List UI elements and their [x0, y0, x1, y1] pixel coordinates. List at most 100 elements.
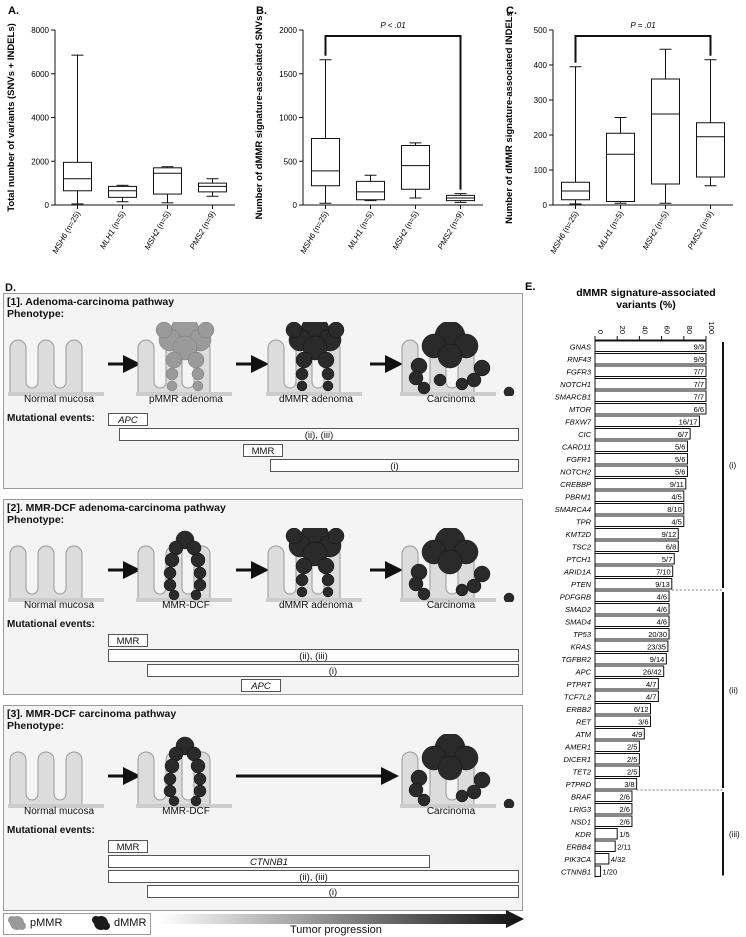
cells-carcinoma: [408, 734, 515, 808]
data-label: 4/32: [611, 855, 626, 864]
pathway-section-3: [3]. MMR-DCF carcinoma pathway Phenotype…: [3, 705, 523, 911]
gene-label: FGFR3: [566, 368, 591, 377]
bar: [594, 565, 674, 577]
data-label: 5/6: [675, 468, 685, 477]
bar: [594, 515, 685, 527]
bar: [594, 703, 651, 715]
x-tick-label: 40: [640, 326, 649, 334]
cells-carcinoma: [408, 528, 515, 602]
iqr-box: [606, 132, 635, 202]
data-label: 9/9: [694, 355, 704, 364]
bar: [594, 490, 685, 502]
bar: [594, 378, 707, 390]
y-tick-label: 0: [45, 201, 50, 210]
chart-title: dMMR signature-associated: [576, 287, 715, 299]
bar: [594, 765, 640, 777]
gene-label: APC: [575, 668, 592, 677]
data-label: 2/11: [617, 843, 631, 852]
p-value-label: P = .01: [630, 21, 655, 30]
y-tick-label: 2000: [279, 26, 297, 35]
iqr-box: [651, 78, 680, 185]
stage-label: Normal mucosa: [23, 394, 95, 405]
bar: [594, 690, 659, 702]
x-tick-label: 0: [596, 330, 605, 334]
data-label: 20/30: [648, 630, 667, 639]
x-tick-label: MLH1 (n=5): [596, 209, 625, 251]
gene-label: TP53: [573, 630, 592, 639]
bar: [594, 553, 675, 565]
cells-mmr-dcf: [163, 736, 207, 807]
gene-label: SMARCB1: [555, 393, 591, 402]
bar: [594, 528, 679, 540]
crypt-normal: [7, 751, 105, 808]
bar: [594, 753, 640, 765]
data-label: 2/5: [627, 768, 637, 777]
significance-bracket: [574, 35, 712, 63]
x-tick-label: 80: [685, 326, 694, 334]
data-label: 7/7: [694, 393, 704, 402]
bar: [594, 828, 618, 840]
panel-c-boxplot: C.Number of dMMR signature-associated IN…: [504, 5, 733, 255]
data-label: 4/6: [657, 605, 667, 614]
bar: [594, 778, 638, 790]
bar: [594, 365, 707, 377]
gene-label: PIK3CA: [564, 855, 591, 864]
crypt-normal: [7, 339, 105, 396]
bar: [594, 428, 691, 440]
data-label: 4/7: [646, 693, 656, 702]
gene-label: CTNNB1: [561, 868, 591, 877]
event-ii-iii: (ii), (iii): [119, 428, 519, 441]
bar: [594, 440, 688, 452]
y-tick-label: 300: [534, 96, 548, 105]
crypt-normal: [7, 545, 105, 602]
cells-pmmr: [155, 322, 215, 392]
stage-label: MMR-DCF: [162, 600, 210, 611]
crypt-mmr-dcf: [135, 751, 233, 808]
gene-label: PDFGRB: [560, 593, 591, 602]
gene-label: CARD11: [562, 443, 591, 452]
data-label: 5/6: [675, 455, 685, 464]
gene-label: PTPRT: [567, 680, 593, 689]
data-label: 3/6: [638, 718, 648, 727]
stage-label: Normal mucosa: [23, 600, 95, 611]
gene-label: KDR: [575, 830, 591, 839]
bar: [594, 640, 669, 652]
data-label: 4/5: [671, 493, 681, 502]
event-apc: APC: [241, 679, 281, 692]
data-label: 2/6: [620, 793, 630, 802]
gene-label: MTOR: [569, 405, 592, 414]
bar: [594, 353, 707, 365]
x-tick-label: MLH1 (n=5): [346, 209, 375, 251]
bar: [594, 653, 667, 665]
event-mmr: MMR: [243, 444, 283, 457]
bar: [594, 840, 616, 852]
gene-label: DICER1: [563, 755, 591, 764]
gene-label: FGFR1: [566, 455, 591, 464]
stage-label: Carcinoma: [426, 600, 476, 611]
data-label: 5/7: [662, 555, 672, 564]
mutational-events-label: Mutational events:: [7, 619, 95, 630]
y-axis-label: Number of dMMR signature-associated SNVs: [254, 16, 265, 220]
y-tick-label: 0: [293, 201, 298, 210]
group-label: (ii): [729, 686, 738, 695]
gene-label: AMER1: [564, 743, 591, 752]
gene-label: NOTCH2: [560, 468, 592, 477]
gene-label: PTPRD: [566, 780, 592, 789]
bar: [594, 465, 688, 477]
event-mmr: MMR: [108, 840, 148, 853]
data-label: 4/6: [657, 593, 667, 602]
group-label: (iii): [729, 830, 740, 839]
stage-label: Normal mucosa: [23, 806, 95, 817]
pathway-section-1: [1]. Adenoma-carcinoma pathway Phenotype…: [3, 293, 523, 489]
gene-label: LRIG3: [569, 805, 592, 814]
section-3-phenotype-label: Phenotype:: [7, 720, 65, 732]
bar: [594, 803, 633, 815]
data-label: 23/35: [647, 643, 666, 652]
data-label: 9/14: [650, 655, 665, 664]
y-axis-label: Number of dMMR signature-associated INDE…: [504, 11, 515, 224]
event-apc: APC: [108, 413, 148, 426]
gene-label: CIC: [578, 430, 592, 439]
x-tick-label: PMS2 (n=9): [188, 209, 217, 251]
gene-label: KMT2D: [566, 530, 592, 539]
gene-label: RET: [576, 718, 592, 727]
